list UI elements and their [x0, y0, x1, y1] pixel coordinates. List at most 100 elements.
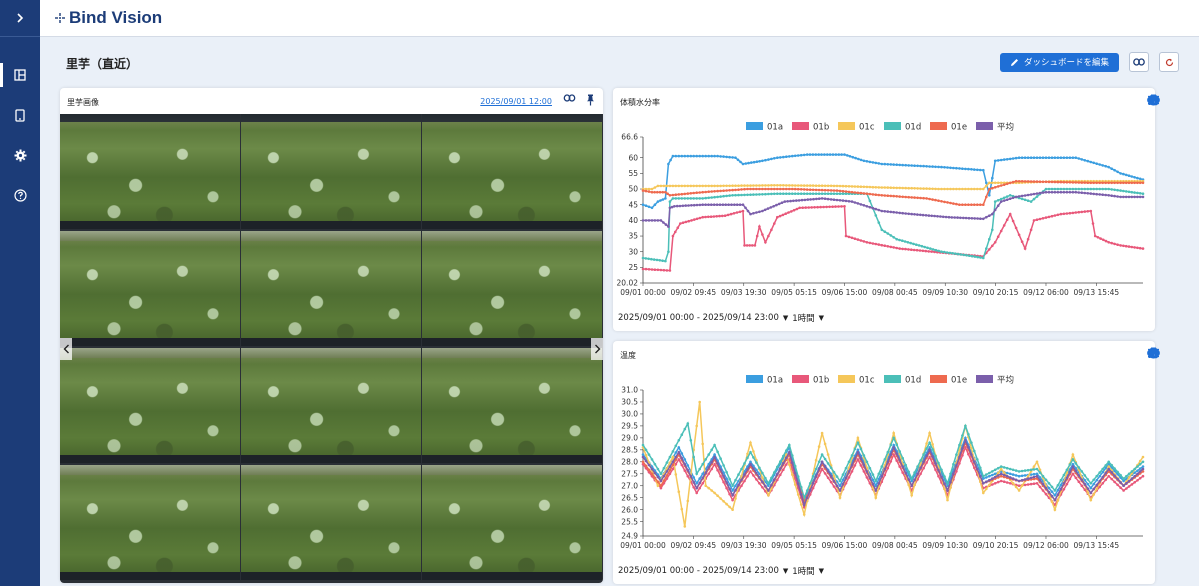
- data-point[interactable]: [749, 450, 752, 454]
- data-point[interactable]: [734, 188, 737, 192]
- data-point[interactable]: [1124, 190, 1128, 193]
- data-point[interactable]: [650, 268, 654, 271]
- data-point[interactable]: [1008, 476, 1012, 479]
- data-point[interactable]: [1017, 195, 1021, 198]
- data-point[interactable]: [916, 187, 919, 190]
- data-point[interactable]: [710, 184, 713, 188]
- data-point[interactable]: [1038, 476, 1042, 479]
- data-point[interactable]: [988, 483, 991, 487]
- data-point[interactable]: [791, 184, 794, 187]
- data-point[interactable]: [937, 165, 940, 169]
- data-point[interactable]: [1071, 211, 1075, 215]
- data-point[interactable]: [895, 163, 898, 166]
- data-point[interactable]: [775, 203, 778, 207]
- data-point[interactable]: [829, 474, 833, 478]
- data-point[interactable]: [680, 197, 684, 200]
- data-point[interactable]: [835, 189, 839, 192]
- data-point[interactable]: [874, 193, 878, 196]
- data-point[interactable]: [740, 474, 743, 478]
- data-point[interactable]: [934, 198, 937, 202]
- data-point[interactable]: [1104, 466, 1107, 470]
- data-point[interactable]: [964, 436, 967, 440]
- data-point[interactable]: [1017, 180, 1021, 183]
- data-point[interactable]: [838, 479, 842, 483]
- data-point[interactable]: [810, 206, 813, 209]
- data-point[interactable]: [655, 258, 659, 262]
- data-point[interactable]: [1035, 195, 1039, 198]
- data-point[interactable]: [840, 205, 843, 208]
- data-point[interactable]: [865, 205, 869, 208]
- data-point[interactable]: [841, 482, 845, 486]
- data-point[interactable]: [895, 246, 898, 250]
- data-point[interactable]: [976, 203, 979, 206]
- data-point[interactable]: [922, 460, 925, 464]
- data-point[interactable]: [677, 446, 681, 449]
- data-point[interactable]: [874, 484, 878, 487]
- data-point[interactable]: [1074, 469, 1078, 473]
- data-point[interactable]: [1062, 473, 1066, 477]
- data-point[interactable]: [907, 483, 910, 487]
- data-point[interactable]: [1029, 180, 1033, 183]
- data-point[interactable]: [659, 199, 662, 202]
- data-point[interactable]: [982, 477, 985, 480]
- data-point[interactable]: [949, 187, 952, 191]
- data-point[interactable]: [985, 215, 988, 219]
- legend-label[interactable]: 01d: [905, 123, 921, 133]
- data-point[interactable]: [755, 160, 759, 163]
- data-point[interactable]: [698, 154, 701, 158]
- data-point[interactable]: [737, 479, 740, 483]
- data-point[interactable]: [1136, 191, 1139, 195]
- data-point[interactable]: [921, 249, 925, 253]
- data-point[interactable]: [883, 467, 887, 471]
- data-point[interactable]: [862, 470, 866, 473]
- data-point[interactable]: [811, 482, 815, 485]
- data-point[interactable]: [940, 250, 943, 253]
- data-point[interactable]: [847, 200, 851, 203]
- data-point[interactable]: [644, 267, 648, 271]
- data-point[interactable]: [1124, 173, 1128, 177]
- data-point[interactable]: [901, 186, 904, 190]
- data-point[interactable]: [736, 158, 740, 162]
- data-point[interactable]: [1110, 194, 1113, 197]
- data-point[interactable]: [680, 507, 684, 511]
- data-point[interactable]: [773, 184, 776, 187]
- data-point[interactable]: [856, 448, 860, 452]
- data-point[interactable]: [1119, 195, 1122, 199]
- data-point[interactable]: [1083, 210, 1087, 213]
- data-point[interactable]: [802, 188, 806, 191]
- field-photo[interactable]: [241, 348, 421, 463]
- data-point[interactable]: [865, 192, 869, 195]
- data-point[interactable]: [988, 471, 991, 475]
- data-point[interactable]: [789, 199, 792, 203]
- data-point[interactable]: [710, 467, 713, 471]
- data-point[interactable]: [761, 233, 764, 236]
- data-point[interactable]: [1138, 246, 1142, 250]
- data-point[interactable]: [1050, 180, 1054, 184]
- data-point[interactable]: [749, 460, 752, 464]
- data-point[interactable]: [910, 494, 913, 497]
- data-point[interactable]: [865, 160, 869, 163]
- data-point[interactable]: [1038, 180, 1042, 183]
- data-point[interactable]: [661, 190, 664, 194]
- legend-label[interactable]: 01b: [813, 123, 829, 133]
- data-point[interactable]: [722, 184, 725, 188]
- data-point[interactable]: [973, 449, 976, 453]
- data-point[interactable]: [761, 476, 764, 480]
- data-point[interactable]: [1044, 156, 1048, 159]
- data-point[interactable]: [1098, 485, 1101, 489]
- data-point[interactable]: [662, 268, 666, 272]
- data-point[interactable]: [817, 192, 821, 195]
- data-point[interactable]: [677, 184, 681, 188]
- data-point[interactable]: [880, 465, 884, 468]
- data-point[interactable]: [859, 158, 863, 162]
- data-point[interactable]: [814, 184, 818, 187]
- data-point[interactable]: [847, 476, 851, 479]
- data-point[interactable]: [955, 187, 958, 191]
- data-point[interactable]: [763, 208, 767, 212]
- data-point[interactable]: [826, 197, 830, 201]
- data-point[interactable]: [665, 461, 669, 464]
- data-point[interactable]: [895, 195, 898, 198]
- data-point[interactable]: [683, 458, 687, 461]
- data-point[interactable]: [999, 479, 1003, 483]
- data-point[interactable]: [1101, 187, 1104, 191]
